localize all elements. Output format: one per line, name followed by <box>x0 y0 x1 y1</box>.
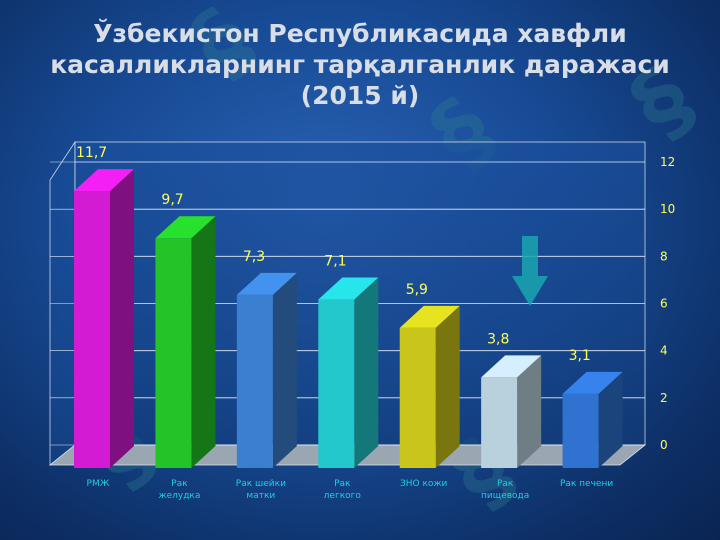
category-label: матки <box>246 491 275 501</box>
bars: 11,7 9,7 7,3 7,1 5,9 3,8 3,1 <box>74 145 623 468</box>
y-tick-label: 2 <box>660 391 668 405</box>
bar <box>74 169 134 468</box>
bar-value-label: 5,9 <box>406 282 428 298</box>
bar-value-label: 11,7 <box>76 145 107 161</box>
bar <box>318 277 379 468</box>
bar-top <box>399 305 460 328</box>
bar-value-label: 9,7 <box>161 192 183 208</box>
down-arrow-icon <box>512 236 548 306</box>
bar-top <box>562 371 623 394</box>
bar-side <box>517 355 542 468</box>
category-label: желудка <box>158 491 200 501</box>
bar-side <box>354 277 379 468</box>
bar-top <box>481 355 542 378</box>
y-axis-ticks: 0 2 4 6 8 10 12 <box>660 155 675 452</box>
bar-front <box>74 191 110 468</box>
bar <box>236 272 297 468</box>
bar-top <box>318 277 379 300</box>
chart-title-line-2: касалликларнинг тарқалганлик даражаси <box>50 50 670 79</box>
bar-side <box>598 371 623 468</box>
y-tick-label: 8 <box>660 249 668 263</box>
y-tick-label: 10 <box>660 202 675 216</box>
y-tick-label: 12 <box>660 155 675 169</box>
category-label: Рак шейки <box>236 479 286 489</box>
y-tick-label: 4 <box>660 344 668 358</box>
chart-title: Ўзбекистон Республикасида хавфли касалли… <box>0 18 720 111</box>
category-label: Рак печени <box>560 479 613 489</box>
bar-side <box>191 216 216 468</box>
bar-front <box>318 299 355 468</box>
bar-top <box>74 169 134 192</box>
bar-front <box>236 294 273 468</box>
bar-front <box>155 238 192 468</box>
bar-value-label: 3,1 <box>569 348 591 364</box>
category-label: Рак <box>497 479 514 489</box>
chart-title-line-1: Ўзбекистон Республикасида хавфли <box>93 19 627 48</box>
category-label: РМЖ <box>87 479 110 489</box>
bar-top <box>236 272 297 295</box>
bar-value-label: 7,3 <box>243 249 265 265</box>
bar-value-label: 3,8 <box>487 331 509 347</box>
bar-top <box>155 216 216 239</box>
bar-front <box>399 327 436 468</box>
category-label: легкого <box>324 491 362 501</box>
bar <box>562 371 623 468</box>
chart-title-line-3: (2015 й) <box>300 81 420 110</box>
bar <box>155 216 216 468</box>
category-label: Рак <box>171 479 188 489</box>
y-tick-label: 6 <box>660 297 668 311</box>
bar-side <box>110 169 134 468</box>
x-axis-labels: РМЖ Рак желудка Рак шейки матки Рак легкого ЗНО… <box>87 479 614 501</box>
bar-front <box>481 377 518 468</box>
bar-side <box>435 305 460 468</box>
category-label: пищевода <box>481 491 529 501</box>
bar <box>399 305 460 468</box>
bar-value-label: 7,1 <box>324 254 346 270</box>
category-label: Рак <box>334 479 351 489</box>
y-tick-label: 0 <box>660 438 668 452</box>
category-label: ЗНО кожи <box>400 479 448 489</box>
bar <box>481 355 542 468</box>
bar-front <box>562 393 599 468</box>
bar-side <box>272 272 297 468</box>
